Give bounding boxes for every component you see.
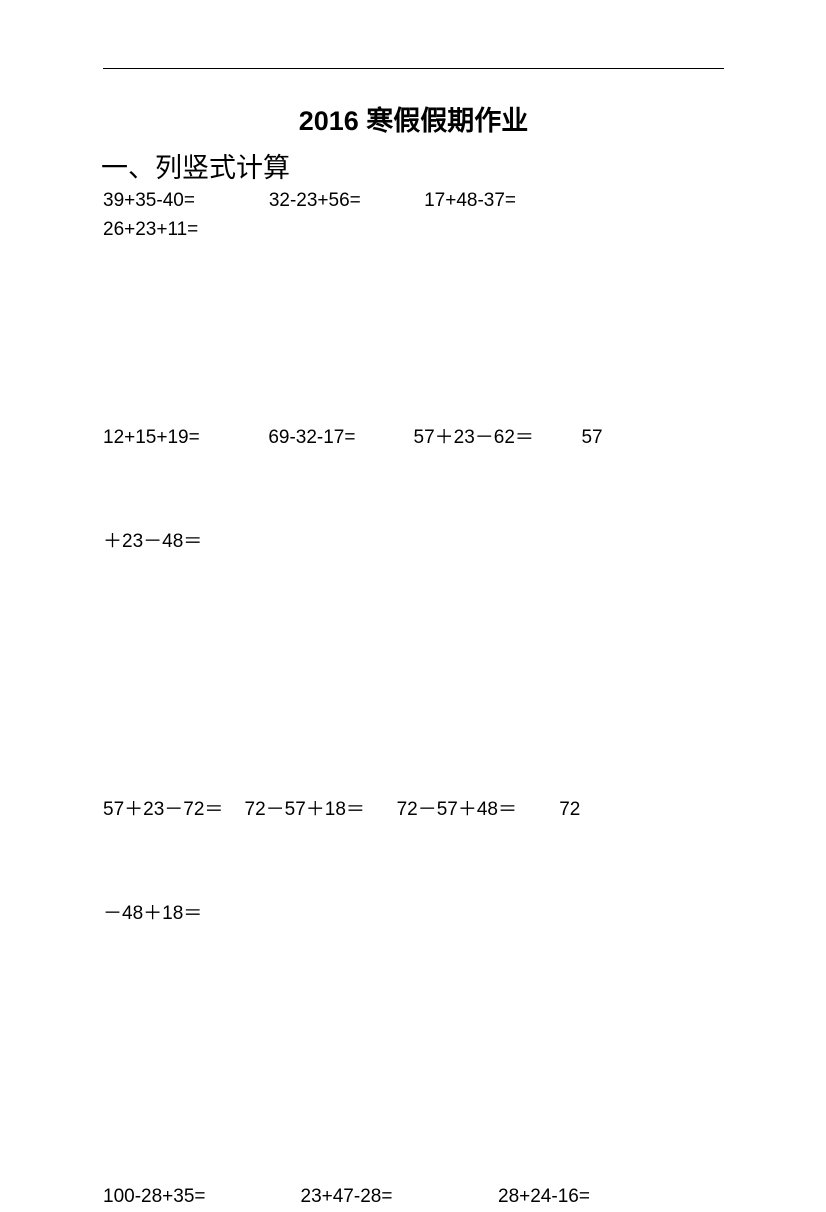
- problems-block: 39+35-40= 32-23+56= 17+48-37= 26+23+11= …: [103, 187, 724, 1212]
- document-page: 2016 寒假假期作业 一、列竖式计算 39+35-40= 32-23+56= …: [0, 0, 826, 1212]
- page-title: 2016 寒假假期作业: [103, 99, 724, 138]
- workspace-gap: [103, 453, 724, 528]
- section-heading: 一、列竖式计算: [101, 146, 724, 185]
- problem-row: 12+15+19= 69-32-17= 57＋23－62＝ 57: [103, 424, 724, 453]
- problem-row: 26+23+11=: [103, 216, 724, 245]
- problem-row: 100-28+35= 23+47-28= 28+24-16=: [103, 1183, 724, 1212]
- workspace-gap: [103, 244, 724, 424]
- problem-row: 39+35-40= 32-23+56= 17+48-37=: [103, 187, 724, 216]
- top-horizontal-rule: [103, 68, 724, 69]
- workspace-gap: [103, 556, 724, 796]
- problem-row: ＋23－48＝: [103, 528, 724, 557]
- workspace-gap: [103, 825, 724, 900]
- problem-row: －48＋18＝: [103, 900, 724, 929]
- workspace-gap: [103, 928, 724, 1183]
- problem-row: 57＋23－72＝ 72－57＋18＝ 72－57＋48＝ 72: [103, 796, 724, 825]
